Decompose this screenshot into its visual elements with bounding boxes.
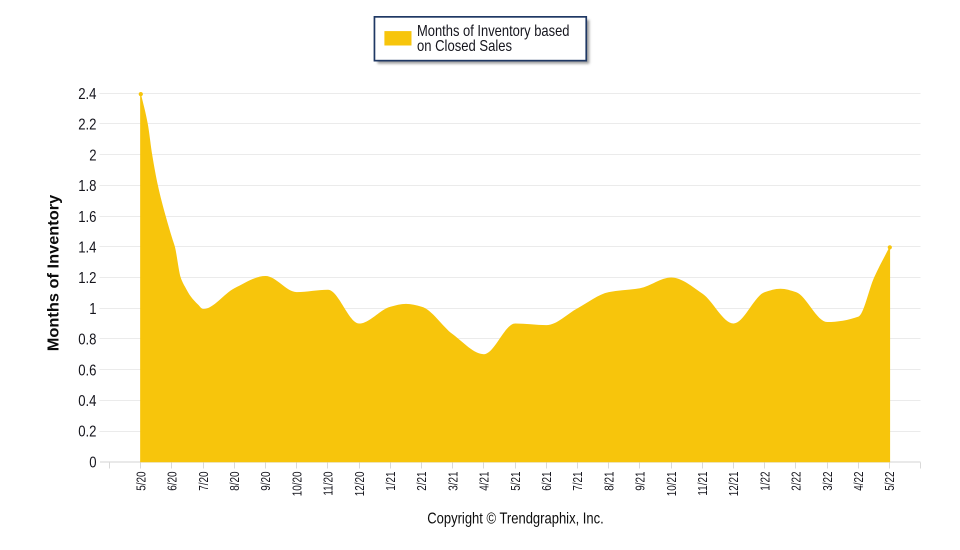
svg-text:9/21: 9/21 (633, 472, 648, 491)
svg-text:0.2: 0.2 (78, 424, 96, 441)
svg-text:1: 1 (89, 301, 96, 318)
svg-text:0.6: 0.6 (78, 362, 96, 379)
svg-text:7/21: 7/21 (570, 472, 585, 491)
svg-text:10/21: 10/21 (664, 472, 679, 497)
svg-text:6/21: 6/21 (539, 472, 554, 491)
svg-text:11/21: 11/21 (695, 472, 710, 496)
svg-text:0: 0 (89, 454, 96, 471)
svg-text:6/20: 6/20 (165, 472, 180, 491)
svg-text:1.4: 1.4 (78, 240, 96, 257)
svg-text:10/20: 10/20 (289, 472, 304, 497)
svg-text:Copyright © Trendgraphix, Inc.: Copyright © Trendgraphix, Inc. (427, 511, 604, 528)
svg-text:1/22: 1/22 (757, 472, 772, 491)
svg-text:12/21: 12/21 (726, 472, 741, 497)
svg-text:Months of Inventory based: Months of Inventory based (417, 23, 570, 40)
svg-text:5/21: 5/21 (508, 472, 523, 491)
svg-text:4/22: 4/22 (851, 472, 866, 491)
svg-text:0.8: 0.8 (78, 332, 96, 349)
svg-text:5/22: 5/22 (882, 472, 897, 491)
svg-text:3/22: 3/22 (820, 472, 835, 491)
svg-text:11/20: 11/20 (321, 472, 336, 496)
svg-text:2: 2 (89, 147, 96, 164)
svg-text:2.4: 2.4 (78, 86, 96, 103)
svg-text:Months of Inventory: Months of Inventory (46, 195, 63, 352)
svg-text:8/21: 8/21 (601, 472, 616, 491)
svg-text:7/20: 7/20 (196, 472, 211, 491)
svg-text:on Closed Sales: on Closed Sales (417, 38, 512, 55)
svg-text:5/20: 5/20 (133, 472, 148, 491)
svg-text:9/20: 9/20 (258, 472, 273, 491)
svg-text:2.2: 2.2 (78, 117, 96, 134)
svg-text:0.4: 0.4 (78, 393, 96, 410)
svg-text:4/21: 4/21 (477, 472, 492, 491)
svg-text:3/21: 3/21 (445, 472, 460, 491)
svg-text:8/20: 8/20 (227, 472, 242, 491)
svg-text:1.2: 1.2 (78, 270, 96, 287)
svg-text:1.6: 1.6 (78, 209, 96, 226)
svg-text:2/21: 2/21 (414, 472, 429, 491)
svg-text:2/22: 2/22 (789, 472, 804, 491)
svg-text:1/21: 1/21 (383, 472, 398, 491)
svg-text:1.8: 1.8 (78, 178, 96, 195)
svg-text:12/20: 12/20 (352, 472, 367, 497)
